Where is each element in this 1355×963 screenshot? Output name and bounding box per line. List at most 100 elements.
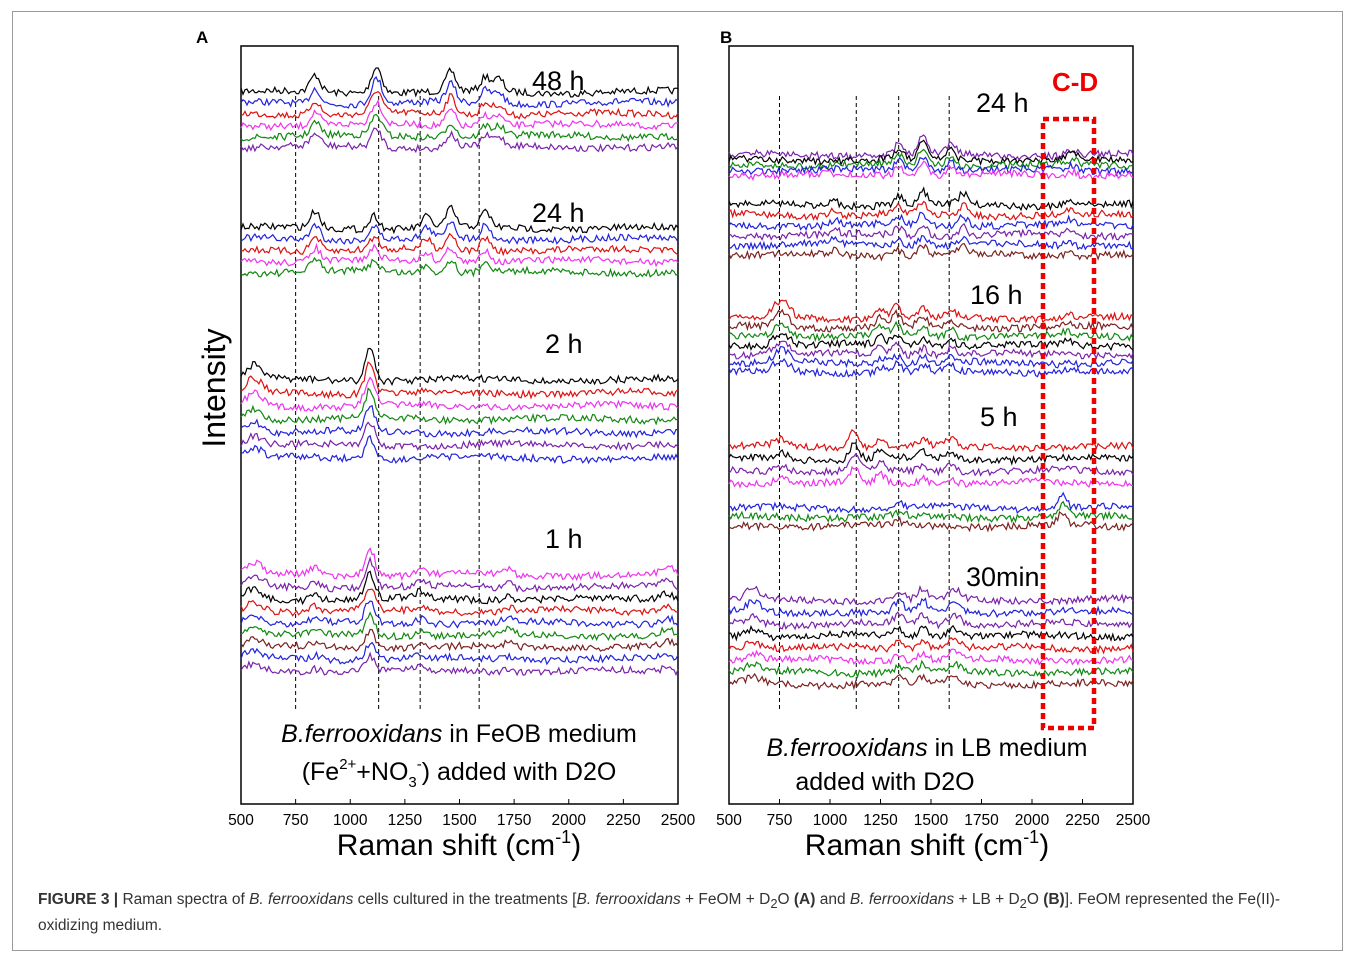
spectrum-line xyxy=(728,211,1134,232)
group-label-1h: 1 h xyxy=(545,524,583,554)
x-tick-label: 1750 xyxy=(964,812,999,829)
spectrum-line xyxy=(240,113,679,143)
spectrum-line xyxy=(728,186,1134,212)
spectrum-line xyxy=(240,204,679,235)
panel-a-spectra xyxy=(240,66,679,677)
spectrum-line xyxy=(728,308,1134,333)
spectrum-line xyxy=(728,637,1134,655)
spectrum-line xyxy=(728,510,1134,533)
x-tick-label: 500 xyxy=(228,812,254,829)
panel-a-letter: A xyxy=(196,28,208,47)
spectrum-line xyxy=(728,597,1134,619)
spectrum-line xyxy=(240,127,679,154)
spectrum-line xyxy=(240,547,679,582)
x-tick-label: 750 xyxy=(767,812,793,829)
group-label-16h: 16 h xyxy=(970,280,1023,310)
spectrum-line xyxy=(728,242,1134,262)
panel-b-group-labels: 24 h 16 h 5 h 30min xyxy=(966,88,1040,592)
spectrum-line xyxy=(728,234,1133,251)
group-label-30min: 30min xyxy=(966,562,1040,592)
x-tick-label: 1250 xyxy=(863,812,898,829)
x-tick-label: 2250 xyxy=(1065,812,1100,829)
spectrum-line xyxy=(240,570,679,606)
panel-b-cd-label: C-D xyxy=(1052,67,1098,97)
spectrum-line xyxy=(728,500,1134,524)
spectrum-line xyxy=(240,600,679,629)
spectrum-line xyxy=(240,66,679,98)
x-tick-label: 1500 xyxy=(442,812,477,829)
group-label-24h: 24 h xyxy=(532,198,585,228)
x-tick-label: 1000 xyxy=(333,812,368,829)
spectrum-line xyxy=(728,672,1134,691)
caption-label: FIGURE 3 | xyxy=(38,891,119,908)
spectrum-line xyxy=(728,222,1133,242)
spectrum-line xyxy=(240,611,679,642)
spectrum-line xyxy=(240,376,679,412)
x-tick-label: 2000 xyxy=(552,812,587,829)
spectrum-line xyxy=(728,358,1134,378)
panel-a-group-labels: 48 h 24 h 2 h 1 h xyxy=(532,66,585,554)
spectrum-line xyxy=(240,90,679,120)
x-tick-label: 2250 xyxy=(606,812,641,829)
panel-b-letter: B xyxy=(720,28,732,47)
spectrum-line xyxy=(240,651,679,677)
group-label-48h: 48 h xyxy=(532,66,585,96)
spectrum-line xyxy=(728,200,1134,222)
spectrum-line xyxy=(728,429,1134,453)
spectrum-line xyxy=(728,320,1134,343)
spectrum-line xyxy=(240,221,679,245)
spectrum-line xyxy=(240,75,679,109)
spectrum-line xyxy=(728,156,1134,177)
panel-b-cd-highlight-box xyxy=(1040,116,1097,731)
spectrum-line xyxy=(728,139,1134,167)
x-tick-label: 1750 xyxy=(497,812,532,829)
panel-b-x-ticks: 500 750 1000 1250 1500 1750 2000 2250 2500 xyxy=(716,799,1151,829)
spectrum-line xyxy=(240,405,679,439)
panel-b-spectra xyxy=(728,134,1134,691)
figure-frame xyxy=(12,11,1343,951)
x-tick-label: 750 xyxy=(283,812,309,829)
spectrum-line xyxy=(240,242,679,268)
spectrum-line xyxy=(240,347,679,387)
spectrum-line xyxy=(728,624,1134,642)
group-label-24h: 24 h xyxy=(976,88,1029,118)
panel-b-annotation-line2: added with D2O xyxy=(795,768,974,796)
x-tick-label: 1500 xyxy=(914,812,949,829)
spectrum-line xyxy=(728,148,1134,171)
panel-b-annotation-line1: B.ferrooxidans in LB medium xyxy=(767,734,1088,762)
x-tick-label: 500 xyxy=(716,812,742,829)
panel-a: A 48 h 24 h 2 h 1 h 500 750 1000 1250 1500 1750 2… xyxy=(196,28,696,862)
spectrum-line xyxy=(240,434,679,465)
spectrum-line xyxy=(728,491,1134,515)
spectrum-line xyxy=(728,340,1134,360)
spectrum-line xyxy=(728,659,1134,679)
panel-b-x-axis-label: Raman shift (cm-1) xyxy=(805,827,1049,862)
panel-b: B 24 h 16 h 5 h 30min 500 750 1000 1250 1500 175… xyxy=(716,28,1151,862)
x-tick-label: 1250 xyxy=(388,812,423,829)
x-tick-label: 2500 xyxy=(661,812,696,829)
spectrum-line xyxy=(728,452,1134,477)
spectrum-line xyxy=(728,611,1134,631)
x-tick-label: 2500 xyxy=(1116,812,1151,829)
spectrum-line xyxy=(240,641,679,666)
spectrum-line xyxy=(728,160,1134,182)
figure-caption: FIGURE 3 | Raman spectra of B. ferrooxid… xyxy=(38,891,1281,935)
spectrum-line xyxy=(240,256,679,278)
spectrum-line xyxy=(240,556,679,594)
panel-a-x-axis-label: Raman shift (cm-1) xyxy=(337,827,581,862)
panel-a-annotation-line1: B.ferrooxidans in FeOB medium xyxy=(281,720,637,748)
panel-a-y-axis-label: Intensity xyxy=(196,328,232,447)
panel-a-annotation-line2: (Fe2++NO3-) added with D2O xyxy=(302,756,617,791)
spectrum-line xyxy=(728,346,1134,369)
spectrum-line xyxy=(240,628,679,653)
spectrum-line xyxy=(240,387,679,426)
spectrum-line xyxy=(728,134,1134,162)
spectrum-line xyxy=(240,361,679,400)
group-label-5h: 5 h xyxy=(980,402,1018,432)
spectrum-line xyxy=(240,98,679,132)
spectrum-line xyxy=(728,442,1134,466)
group-label-2h: 2 h xyxy=(545,329,583,359)
spectrum-line xyxy=(728,332,1134,352)
spectrum-line xyxy=(728,648,1134,666)
